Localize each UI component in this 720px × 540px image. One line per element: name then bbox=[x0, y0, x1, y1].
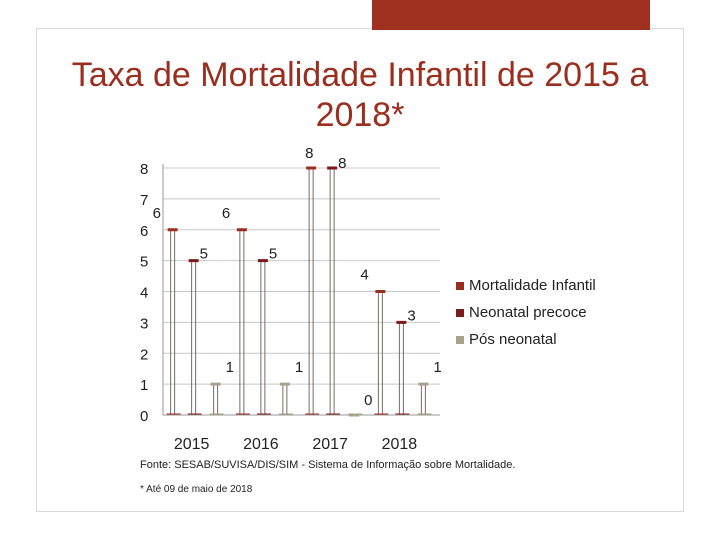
data-label: 6 bbox=[222, 205, 230, 222]
y-tick-label: 3 bbox=[140, 315, 148, 332]
legend-label: Neonatal precoce bbox=[469, 304, 587, 321]
bar bbox=[348, 413, 363, 417]
y-tick-label: 8 bbox=[140, 161, 148, 178]
legend: Mortalidade Infantil Neonatal precoce Pós … bbox=[456, 272, 596, 353]
bar bbox=[326, 166, 341, 415]
bar bbox=[374, 290, 389, 415]
accent-bar bbox=[372, 0, 650, 30]
legend-item: Neonatal precoce bbox=[456, 299, 596, 326]
x-tick-label: 2018 bbox=[382, 436, 418, 453]
data-label: 8 bbox=[305, 145, 313, 162]
legend-item: Pós neonatal bbox=[456, 326, 596, 353]
y-tick-label: 0 bbox=[140, 408, 148, 425]
x-tick-label: 2017 bbox=[312, 436, 348, 453]
data-label: 5 bbox=[269, 246, 277, 263]
data-label: 6 bbox=[153, 205, 161, 222]
bar bbox=[278, 382, 293, 415]
y-tick-label: 7 bbox=[140, 192, 148, 209]
bar bbox=[187, 259, 202, 415]
y-tick-label: 4 bbox=[140, 285, 148, 302]
data-label: 5 bbox=[200, 246, 208, 263]
x-tick-label: 2016 bbox=[243, 436, 279, 453]
bar bbox=[395, 320, 410, 415]
legend-swatch bbox=[456, 335, 464, 344]
data-label: 1 bbox=[295, 359, 303, 376]
legend-item: Mortalidade Infantil bbox=[456, 272, 596, 299]
data-label: 8 bbox=[338, 155, 346, 172]
bar bbox=[166, 228, 181, 415]
y-tick-label: 2 bbox=[140, 346, 148, 363]
bar bbox=[417, 382, 432, 415]
bar bbox=[256, 259, 271, 415]
legend-label: Mortalidade Infantil bbox=[469, 277, 596, 294]
data-label: 4 bbox=[360, 267, 368, 284]
date-footnote: * Até 09 de maio de 2018 bbox=[140, 484, 253, 495]
data-label: 3 bbox=[407, 307, 415, 324]
y-tick-label: 5 bbox=[140, 254, 148, 271]
data-label: 0 bbox=[364, 392, 372, 409]
bar bbox=[209, 382, 224, 415]
legend-swatch bbox=[456, 308, 464, 317]
page-title: Taxa de Mortalidade Infantil de 2015 a 2… bbox=[71, 56, 649, 134]
bar bbox=[305, 166, 320, 415]
data-label: 1 bbox=[226, 359, 234, 376]
bar bbox=[235, 228, 250, 415]
x-tick-label: 2015 bbox=[174, 436, 210, 453]
source-note: Fonte: SESAB/SUVISA/DIS/SIM - Sistema de… bbox=[140, 459, 516, 471]
data-label: 1 bbox=[433, 359, 441, 376]
legend-swatch bbox=[456, 281, 464, 290]
slide-frame bbox=[36, 28, 684, 512]
accent-bar-fill bbox=[372, 0, 650, 30]
y-tick-label: 1 bbox=[140, 377, 148, 394]
legend-label: Pós neonatal bbox=[469, 331, 557, 348]
y-tick-label: 6 bbox=[140, 223, 148, 240]
